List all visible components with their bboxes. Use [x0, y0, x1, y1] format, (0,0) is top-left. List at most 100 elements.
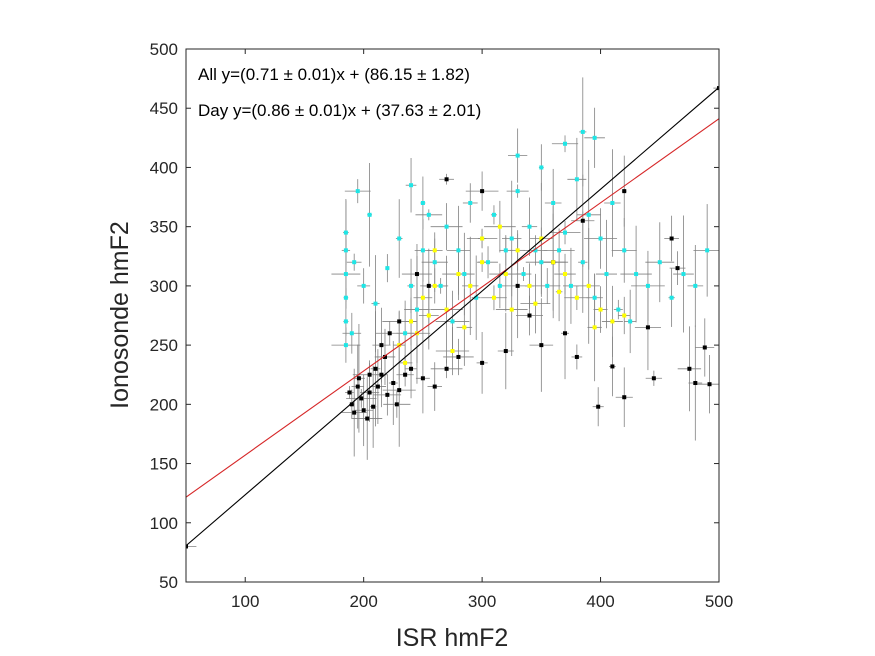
- data-point: [592, 325, 597, 330]
- y-tick-label: 250: [150, 336, 178, 355]
- data-point: [687, 366, 692, 371]
- data-point: [456, 354, 461, 359]
- data-point: [444, 366, 449, 371]
- x-tick-label: 300: [468, 592, 496, 611]
- y-tick-label: 50: [159, 573, 178, 592]
- data-point: [622, 313, 627, 318]
- data-point: [486, 260, 491, 265]
- data-point: [596, 404, 601, 409]
- data-point: [557, 289, 562, 294]
- data-point: [707, 382, 712, 387]
- data-point: [367, 212, 372, 217]
- data-point: [563, 272, 568, 277]
- fit-lines: [186, 86, 719, 547]
- data-point: [480, 260, 485, 265]
- data-point: [539, 236, 544, 241]
- data-point: [432, 283, 437, 288]
- data-point: [521, 272, 526, 277]
- data-point: [527, 313, 532, 318]
- data-point: [693, 283, 698, 288]
- data-point: [385, 266, 390, 271]
- data-point: [343, 295, 348, 300]
- data-point: [610, 200, 615, 205]
- x-tick-label: 100: [231, 592, 259, 611]
- data-point: [343, 248, 348, 253]
- data-point: [539, 343, 544, 348]
- y-tick-label: 500: [150, 40, 178, 59]
- data-point: [391, 381, 396, 386]
- data-point: [409, 283, 414, 288]
- data-point: [432, 248, 437, 253]
- data-point: [375, 384, 380, 389]
- data-point: [574, 354, 579, 359]
- data-point: [426, 313, 431, 318]
- data-point: [379, 343, 384, 348]
- data-point: [598, 307, 603, 312]
- data-point: [456, 272, 461, 277]
- y-tick-label: 100: [150, 514, 178, 533]
- data-point: [604, 272, 609, 277]
- data-point: [480, 236, 485, 241]
- data-point: [409, 183, 414, 188]
- data-point: [645, 325, 650, 330]
- data-point: [515, 189, 520, 194]
- x-axis: 100 200 300 400 500: [231, 49, 733, 611]
- data-point: [355, 189, 360, 194]
- data-point: [657, 260, 662, 265]
- data-point: [610, 364, 615, 369]
- y-axis: 50 100 150 200 250 300 350 400 450 500: [150, 40, 719, 592]
- data-point: [533, 301, 538, 306]
- data-point: [373, 366, 378, 371]
- y-tick-label: 150: [150, 455, 178, 474]
- data-point: [444, 177, 449, 182]
- data-point: [367, 372, 372, 377]
- data-point: [622, 189, 627, 194]
- data-point: [371, 404, 376, 409]
- data-point: [403, 331, 408, 336]
- data-point: [355, 384, 360, 389]
- data-point: [352, 410, 357, 415]
- data-point: [468, 200, 473, 205]
- data-point: [426, 283, 431, 288]
- data-point: [480, 360, 485, 365]
- data-point: [693, 381, 698, 386]
- data-point: [509, 236, 514, 241]
- data-point: [420, 248, 425, 253]
- data-point: [580, 218, 585, 223]
- data-point: [586, 283, 591, 288]
- data-point: [622, 395, 627, 400]
- data-point: [343, 230, 348, 235]
- data-point: [409, 366, 414, 371]
- data-point: [651, 376, 656, 381]
- data-point: [645, 283, 650, 288]
- data-point: [414, 307, 419, 312]
- data-point: [497, 224, 502, 229]
- plot-frame: [185, 48, 720, 583]
- data-point: [403, 360, 408, 365]
- x-tick-label: 400: [586, 592, 614, 611]
- data-point: [432, 260, 437, 265]
- data-point: [574, 177, 579, 182]
- data-point: [420, 376, 425, 381]
- data-point: [503, 349, 508, 354]
- data-point: [610, 319, 615, 324]
- x-axis-label: ISR hmF2: [396, 624, 509, 652]
- data-point: [515, 153, 520, 158]
- y-tick-label: 200: [150, 395, 178, 414]
- y-tick-label: 450: [150, 99, 178, 118]
- data-point: [438, 283, 443, 288]
- data-point: [343, 343, 348, 348]
- data-point: [616, 307, 621, 312]
- fit-line: [186, 118, 719, 498]
- data-point: [622, 248, 627, 253]
- data-point: [365, 416, 370, 421]
- data-point: [426, 212, 431, 217]
- data-point: [186, 544, 188, 549]
- data-point: [343, 319, 348, 324]
- data-point: [359, 396, 364, 401]
- data-point: [349, 331, 354, 336]
- data-point: [580, 129, 585, 134]
- data-point: [592, 295, 597, 300]
- data-point: [563, 331, 568, 336]
